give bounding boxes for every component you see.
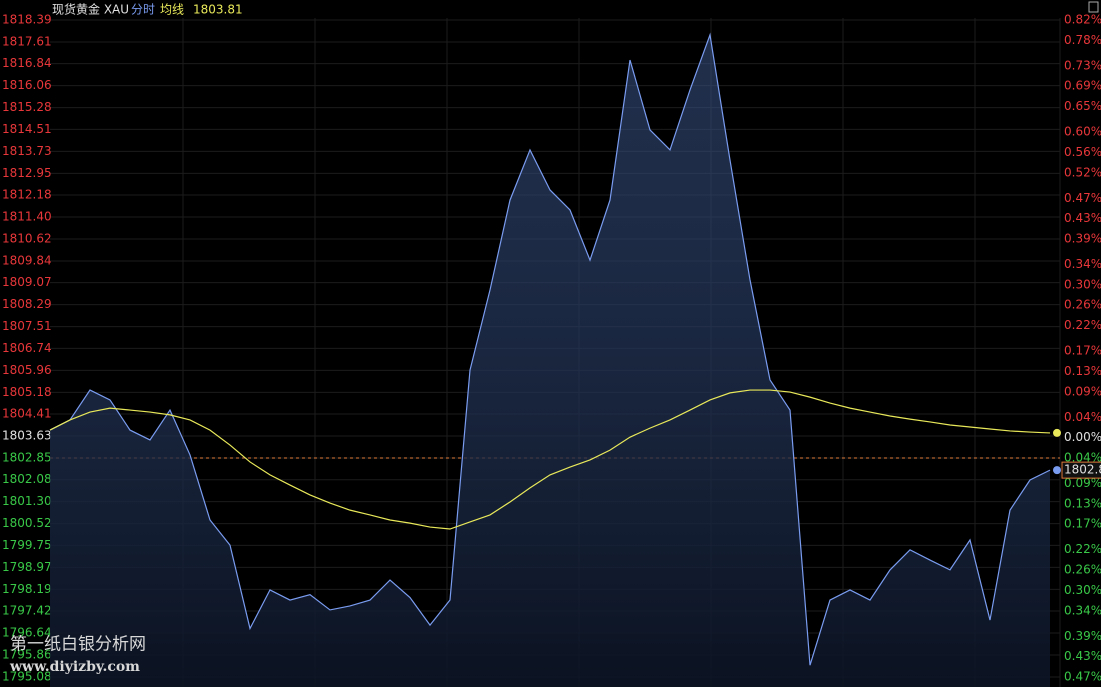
y-tick-label: 1805.18 [2, 385, 52, 399]
y2-tick-label: 0.73% [1064, 58, 1101, 72]
y-tick-label: 1806.74 [2, 341, 52, 355]
corner-icon[interactable] [1088, 1, 1099, 13]
y-tick-label: 1812.18 [2, 188, 52, 202]
y2-tick-label: 0.09% [1064, 476, 1101, 490]
y2-tick-label: 0.17% [1064, 344, 1101, 358]
y-tick-label: 1809.07 [2, 275, 52, 289]
y-tick-label: 1808.29 [2, 297, 52, 311]
y-tick-label: 1814.51 [2, 122, 52, 136]
y2-tick-label: 0.39% [1064, 629, 1101, 643]
y-tick-label: 1795.08 [2, 670, 52, 684]
price-line [49, 32, 1051, 666]
y2-tick-label: 0.26% [1064, 563, 1101, 577]
legend-average: 均线 [160, 3, 184, 17]
y-tick-label: 1799.75 [2, 538, 52, 552]
y2-tick-label: 0.52% [1064, 165, 1101, 179]
y2-tick-label: 0.43% [1064, 649, 1101, 663]
y2-tick-label: 0.00% [1064, 430, 1101, 444]
y-tick-label: 1802.85 [2, 451, 52, 465]
y-tick-label: 1798.19 [2, 582, 52, 596]
last-label-box [1061, 461, 1101, 479]
y2-tick-label: 0.56% [1064, 145, 1101, 159]
y-tick-label: 1815.28 [2, 100, 52, 114]
y2-tick-label: 0.65% [1064, 99, 1101, 113]
last-dot [1053, 466, 1061, 475]
watermark: www.diyizby.com [9, 659, 140, 675]
y2-tick-label: 0.34% [1064, 603, 1101, 617]
y-tick-label: 1801.30 [2, 494, 52, 508]
y-tick-label: 1817.61 [2, 34, 52, 48]
y2-tick-label: 0.47% [1064, 191, 1101, 205]
y2-tick-label: 0.04% [1064, 451, 1101, 465]
y2-tick-label: 0.04% [1064, 410, 1101, 424]
y-tick-label: 1804.41 [2, 407, 52, 421]
y-tick-label: 1818.39 [2, 13, 52, 27]
y-tick-label: 1802.08 [2, 472, 52, 486]
y-tick-label: 1800.52 [2, 516, 52, 530]
y2-tick-label: 0.78% [1064, 33, 1101, 47]
y-tick-label: 1812.95 [2, 166, 52, 180]
y2-tick-label: 0.22% [1064, 318, 1101, 332]
y2-tick-label: 0.60% [1064, 125, 1101, 139]
y-tick-label: 1811.40 [2, 210, 52, 224]
y-tick-label: 1798.97 [2, 560, 52, 574]
y-tick-label: 1796.64 [2, 626, 52, 640]
y-tick-label: 1816.84 [2, 56, 52, 70]
y-tick-label: 1813.73 [2, 144, 52, 158]
y-tick-label: 1807.51 [2, 319, 52, 333]
y2-tick-label: 0.47% [1064, 670, 1101, 684]
watermark: 第一纸白银分析网 [10, 635, 146, 655]
y-tick-label: 1809.84 [2, 253, 52, 267]
y2-tick-label: 0.13% [1064, 364, 1101, 378]
header-value: 1803.81 [193, 3, 243, 17]
price-area [50, 34, 1050, 687]
y-tick-label: 1816.06 [2, 78, 52, 92]
y2-tick-label: 0.34% [1064, 257, 1101, 271]
y2-tick-label: 0.17% [1064, 517, 1101, 531]
y-tick-label: 1795.86 [2, 648, 52, 662]
y2-tick-label: 0.82% [1064, 13, 1101, 27]
y-tick-label: 1803.63 [2, 429, 52, 443]
y2-tick-label: 0.30% [1064, 583, 1101, 597]
y2-tick-label: 0.39% [1064, 232, 1101, 246]
y-tick-label: 1797.42 [2, 604, 52, 618]
average-line [49, 389, 1051, 530]
y-tick-label: 1805.96 [2, 363, 52, 377]
y2-tick-label: 0.30% [1064, 277, 1101, 291]
y2-tick-label: 0.43% [1064, 211, 1101, 225]
y2-tick-label: 0.26% [1064, 298, 1101, 312]
y-tick-label: 1810.62 [2, 232, 52, 246]
y2-tick-label: 0.09% [1064, 384, 1101, 398]
y2-tick-label: 0.69% [1064, 79, 1101, 93]
legend-price: 分时 [131, 3, 155, 17]
last-label: 1802.8 [1064, 463, 1101, 477]
header-title: 现货黄金 XAU [52, 2, 129, 17]
y2-tick-label: 0.13% [1064, 496, 1101, 510]
last-dot [1053, 428, 1061, 437]
y2-tick-label: 0.22% [1064, 542, 1101, 556]
